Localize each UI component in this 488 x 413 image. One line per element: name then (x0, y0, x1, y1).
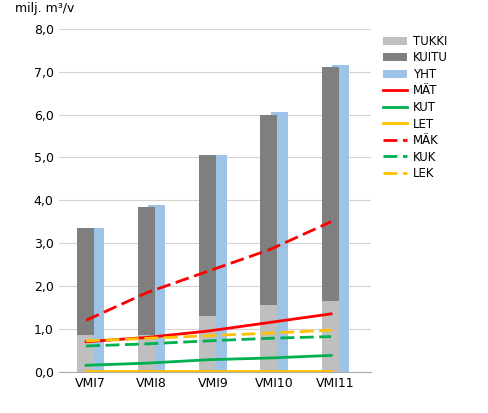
LEK (83, 338, 89, 343)
Bar (199, 316, 216, 372)
Line: KUT: KUT (86, 356, 331, 365)
Bar (332, 65, 349, 372)
Line: LEK: LEK (86, 330, 331, 341)
Bar (87, 228, 104, 372)
Bar (260, 305, 278, 372)
Bar (77, 335, 94, 372)
Line: KUK: KUK (86, 337, 331, 346)
MÄT (205, 328, 211, 333)
KUT (144, 361, 150, 366)
KUT (83, 363, 89, 368)
Bar (77, 228, 94, 335)
Bar (199, 155, 216, 316)
MÄT (328, 311, 334, 316)
KUT (205, 357, 211, 362)
LET (328, 368, 334, 373)
LEK (205, 333, 211, 338)
LET (144, 368, 150, 373)
LEK (144, 336, 150, 341)
MÄK (83, 318, 89, 323)
KUK (205, 338, 211, 343)
MÄT (144, 335, 150, 340)
Bar (209, 155, 226, 372)
MÄK (144, 290, 150, 295)
Bar (148, 204, 165, 372)
Bar (322, 301, 339, 372)
KUK (83, 344, 89, 349)
LEK (267, 331, 273, 336)
Legend: TUKKI, KUITU, YHT, MÄT, KUT, LET, MÄK, KUK, LEK: TUKKI, KUITU, YHT, MÄT, KUT, LET, MÄK, K… (383, 35, 447, 180)
MÄK (205, 268, 211, 273)
MÄK (267, 247, 273, 252)
Bar (138, 207, 155, 335)
LET (83, 368, 89, 373)
Bar (138, 335, 155, 372)
KUK (144, 342, 150, 347)
Bar (260, 114, 278, 305)
Bar (322, 67, 339, 301)
KUT (328, 353, 334, 358)
MÄT (83, 339, 89, 344)
LET (205, 368, 211, 373)
LEK (328, 328, 334, 332)
KUK (267, 336, 273, 341)
MÄT (267, 320, 273, 325)
Line: MÄT: MÄT (86, 314, 331, 342)
Bar (271, 112, 288, 372)
LET (267, 368, 273, 373)
Line: MÄK: MÄK (86, 222, 331, 320)
MÄK (328, 219, 334, 224)
KUT (267, 356, 273, 361)
Text: milj. m³/v: milj. m³/v (15, 2, 74, 15)
KUK (328, 334, 334, 339)
